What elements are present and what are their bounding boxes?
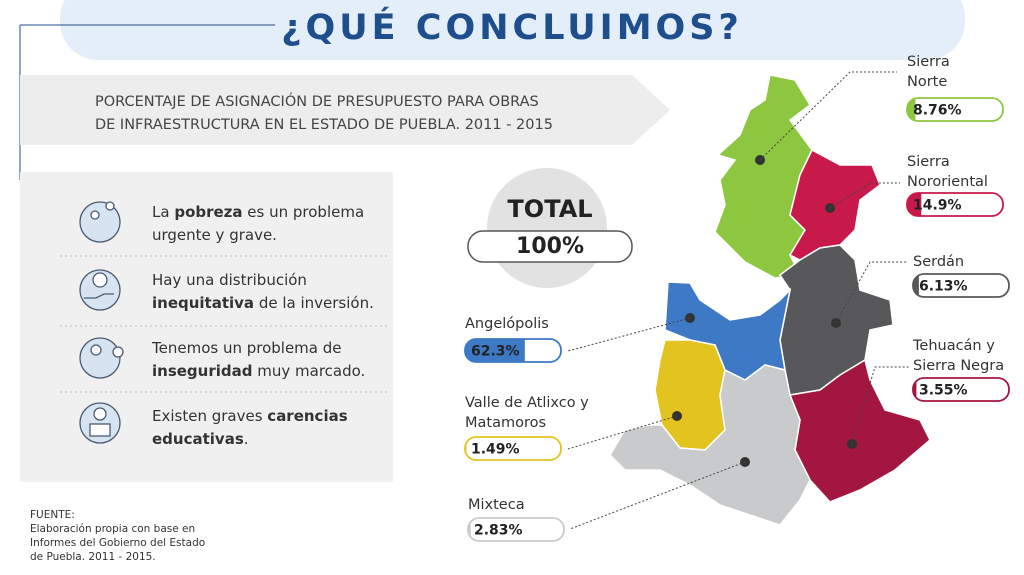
conclusion-line: educativas. xyxy=(152,430,249,448)
conclusion-line: inequitativa de la inversión. xyxy=(152,294,374,312)
source: Elaboración propia con base en xyxy=(30,523,195,535)
pill-fill xyxy=(913,378,917,401)
region-value: 6.13% xyxy=(919,279,968,295)
icons xyxy=(79,201,124,444)
region-name: Valle de Atlixco y xyxy=(465,395,589,411)
conclusion-text: inequitativa xyxy=(152,294,254,312)
pill-fill xyxy=(907,98,916,121)
pill-bg xyxy=(465,437,561,460)
pill-fill xyxy=(913,274,919,297)
conclusion-line: urgente y grave. xyxy=(152,226,277,244)
conclusion-text: es un problema xyxy=(243,203,365,221)
conclusion-line: inseguridad muy marcado. xyxy=(152,362,365,380)
source: de Puebla. 2011 - 2015. xyxy=(30,551,156,563)
region-name: Sierra xyxy=(907,54,950,70)
region-value: 62.3% xyxy=(471,344,520,360)
conclusion-text: Hay una distribución xyxy=(152,271,307,289)
region-shape xyxy=(714,74,813,279)
pill-bg xyxy=(907,98,1003,121)
pill-border xyxy=(912,273,1010,298)
subtitle: DE INFRAESTRUCTURA EN EL ESTADO DE PUEBL… xyxy=(95,117,553,133)
subtitle-banner xyxy=(20,75,670,145)
region-value: 2.83% xyxy=(474,523,523,539)
pill-bg xyxy=(907,193,1003,216)
conclusion-text: inseguridad xyxy=(152,362,252,380)
pill-bg xyxy=(913,378,1009,401)
leader-lines xyxy=(567,71,910,530)
pill-border xyxy=(906,97,1004,122)
pill-border xyxy=(464,436,562,461)
region-name: Norte xyxy=(907,74,947,90)
pill-border xyxy=(464,338,562,363)
pill-fill xyxy=(465,339,525,362)
pill-border xyxy=(906,192,1004,217)
pill-fill xyxy=(907,193,922,216)
conclusion-line: La pobreza es un problema xyxy=(152,203,364,221)
pill-border xyxy=(467,517,565,542)
title: ¿QUÉ CONCLUIMOS? xyxy=(281,6,743,48)
conclusion-line: Tenemos un problema de xyxy=(151,339,342,357)
total-label: TOTAL xyxy=(507,195,592,223)
conclusion-text: Tenemos un problema de xyxy=(151,339,342,357)
region-value: 1.49% xyxy=(471,442,520,458)
region-shape xyxy=(609,364,811,526)
conclusion-text: . xyxy=(244,430,249,448)
conclusion-line: Existen graves carencias xyxy=(152,407,348,425)
region-name: Sierra Negra xyxy=(913,358,1004,374)
separators xyxy=(60,255,390,393)
region-name: Matamoros xyxy=(465,415,546,431)
total-pill xyxy=(467,230,633,263)
map xyxy=(609,74,931,526)
source: FUENTE: xyxy=(30,509,75,521)
subtitle: PORCENTAJE DE ASIGNACIÓN DE PRESUPUESTO … xyxy=(95,92,539,110)
source: Informes del Gobierno del Estado xyxy=(30,537,205,549)
conclusion-text: La xyxy=(152,203,174,221)
pill-bg xyxy=(468,518,564,541)
conclusion-line: Hay una distribución xyxy=(152,271,307,289)
conclusion-text: urgente y grave. xyxy=(152,226,277,244)
pill-border xyxy=(912,377,1010,402)
region-name: Sierra xyxy=(907,154,950,170)
region-name: Mixteca xyxy=(468,497,525,513)
region-value: 14.9% xyxy=(913,198,962,214)
pill-fill xyxy=(468,518,471,541)
conclusion-text: de la inversión. xyxy=(254,294,374,312)
conclusion-text: pobreza xyxy=(174,203,242,221)
conclusion-text: educativas xyxy=(152,430,244,448)
region-name: Angelópolis xyxy=(465,316,549,332)
conclusion-text: carencias xyxy=(267,407,347,425)
region-value: 3.55% xyxy=(919,383,968,399)
region-name: Serdán xyxy=(913,254,964,270)
total-value: 100% xyxy=(516,234,584,259)
conclusion-text: Existen graves xyxy=(152,407,267,425)
region-name: Tehuacán y xyxy=(912,338,995,354)
pill-bg xyxy=(913,274,1009,297)
region-value: 8.76% xyxy=(913,103,962,119)
total-circle xyxy=(487,168,607,288)
title-banner xyxy=(60,0,965,60)
conclusion-text: muy marcado. xyxy=(252,362,365,380)
region-name: Nororiental xyxy=(907,174,988,190)
